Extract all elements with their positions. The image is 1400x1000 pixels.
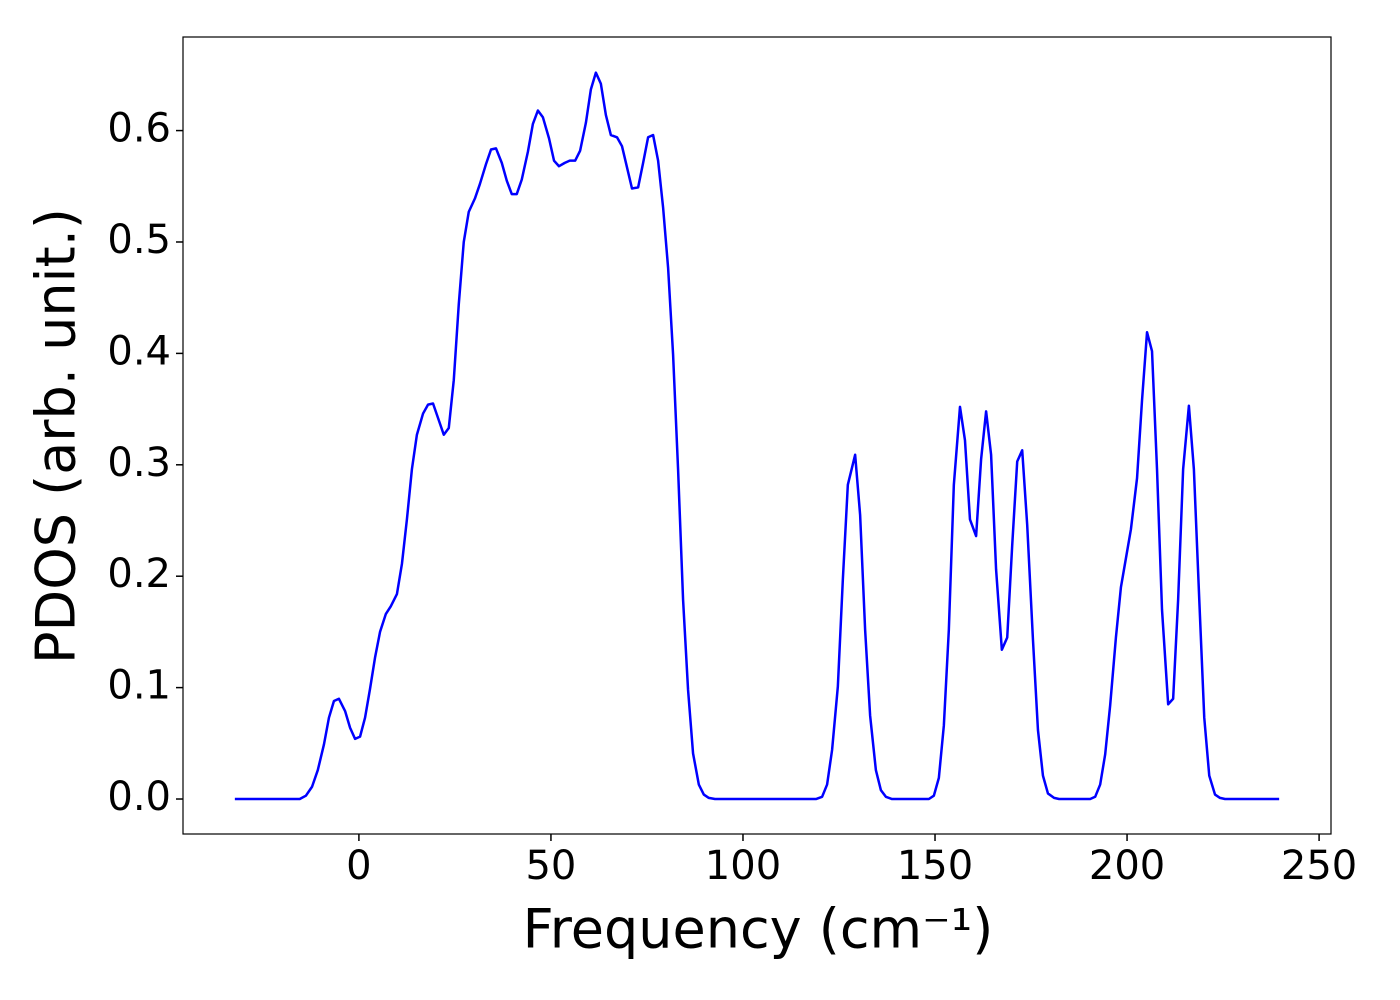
plot-frame [182, 36, 1332, 835]
y-tick-label: 0.1 [107, 663, 171, 709]
y-tick-label: 0.4 [107, 328, 171, 374]
x-axis-label: Frequency (cm⁻¹) [523, 898, 994, 961]
x-tick-label: 200 [1089, 843, 1165, 889]
x-tick-label: 0 [346, 843, 371, 889]
y-tick-label: 0.0 [107, 774, 171, 820]
x-tick-label: 250 [1281, 843, 1357, 889]
x-tick-label: 50 [525, 843, 576, 889]
y-tick-label: 0.3 [107, 440, 171, 486]
x-tick-label: 150 [897, 843, 973, 889]
y-tick-label: 0.6 [107, 106, 171, 152]
y-axis-label: PDOS (arb. unit.) [25, 208, 88, 664]
line-series [234, 71, 1280, 801]
y-tick-label: 0.2 [107, 551, 171, 597]
y-tick-label: 0.5 [107, 217, 171, 263]
x-tick-label: 100 [705, 843, 781, 889]
